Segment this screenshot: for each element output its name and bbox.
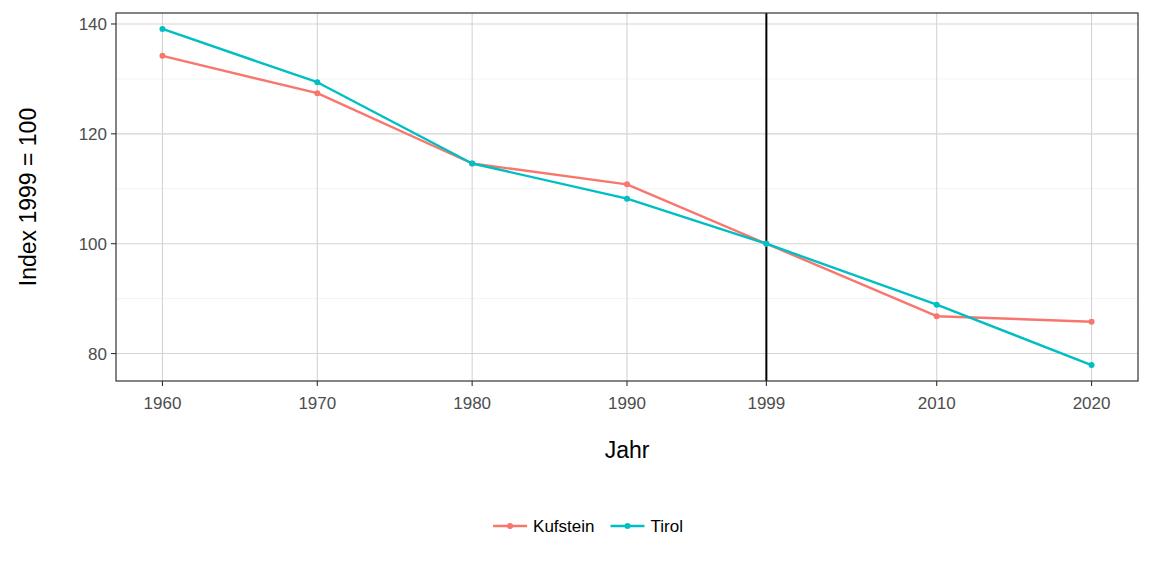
tick xyxy=(317,381,318,386)
tick xyxy=(111,23,116,24)
series-point xyxy=(763,241,769,247)
series-point xyxy=(469,160,475,166)
tick xyxy=(626,381,627,386)
grid-line xyxy=(317,13,318,381)
tick xyxy=(111,133,116,134)
chart: 80 100 120 140 1960 1970 1980 1990 1999 2010 2020 J… xyxy=(0,0,1152,576)
tick-label: 80 xyxy=(88,345,107,364)
series-point xyxy=(763,241,769,247)
legend-item: Tirol xyxy=(611,517,683,536)
series-point xyxy=(159,53,165,59)
tick xyxy=(1091,381,1092,386)
tick-label: 2010 xyxy=(918,394,956,413)
series-point xyxy=(314,79,320,85)
background xyxy=(0,0,1152,576)
series-line xyxy=(162,29,1091,365)
series-point xyxy=(624,196,630,202)
tick-label: 1960 xyxy=(144,394,182,413)
tick-label: 100 xyxy=(79,235,107,254)
tick xyxy=(162,381,163,386)
tick-label: 120 xyxy=(79,125,107,144)
y-axis-title: Index 1999 = 100 xyxy=(15,108,41,286)
reference-line xyxy=(765,13,767,381)
series-group xyxy=(159,26,1094,368)
tick xyxy=(111,353,116,354)
axes: 80 100 120 140 1960 1970 1980 1990 1999 2010 2020 xyxy=(79,15,1111,413)
legend-key-point xyxy=(625,523,631,529)
legend-label: Kufstein xyxy=(533,517,594,536)
grid xyxy=(116,13,1138,381)
x-axis-title: Jahr xyxy=(605,437,650,463)
plot-frame xyxy=(116,13,1138,381)
grid-line xyxy=(472,13,473,381)
series-point xyxy=(1089,362,1095,368)
series-point xyxy=(159,26,165,32)
series-point xyxy=(624,181,630,187)
series-point xyxy=(1089,319,1095,325)
tick-label: 1970 xyxy=(298,394,336,413)
series-line xyxy=(162,56,1091,322)
tick-label: 1980 xyxy=(453,394,491,413)
grid-line xyxy=(1091,13,1092,381)
legend: Kufstein Tirol xyxy=(493,517,683,536)
tick-label: 1999 xyxy=(747,394,785,413)
tick xyxy=(472,381,473,386)
tick xyxy=(766,381,767,386)
tick xyxy=(936,381,937,386)
tick-label: 1990 xyxy=(608,394,646,413)
grid-line xyxy=(936,13,937,381)
tick-label: 2020 xyxy=(1073,394,1111,413)
grid-line xyxy=(162,13,163,381)
tick xyxy=(111,243,116,244)
tick-label: 140 xyxy=(79,15,107,34)
series-point xyxy=(934,313,940,319)
grid-line xyxy=(766,13,767,381)
series-point xyxy=(469,160,475,166)
series-point xyxy=(934,302,940,308)
legend-key-point xyxy=(507,523,513,529)
series-point xyxy=(314,90,320,96)
legend-item: Kufstein xyxy=(493,517,594,536)
legend-label: Tirol xyxy=(651,517,683,536)
